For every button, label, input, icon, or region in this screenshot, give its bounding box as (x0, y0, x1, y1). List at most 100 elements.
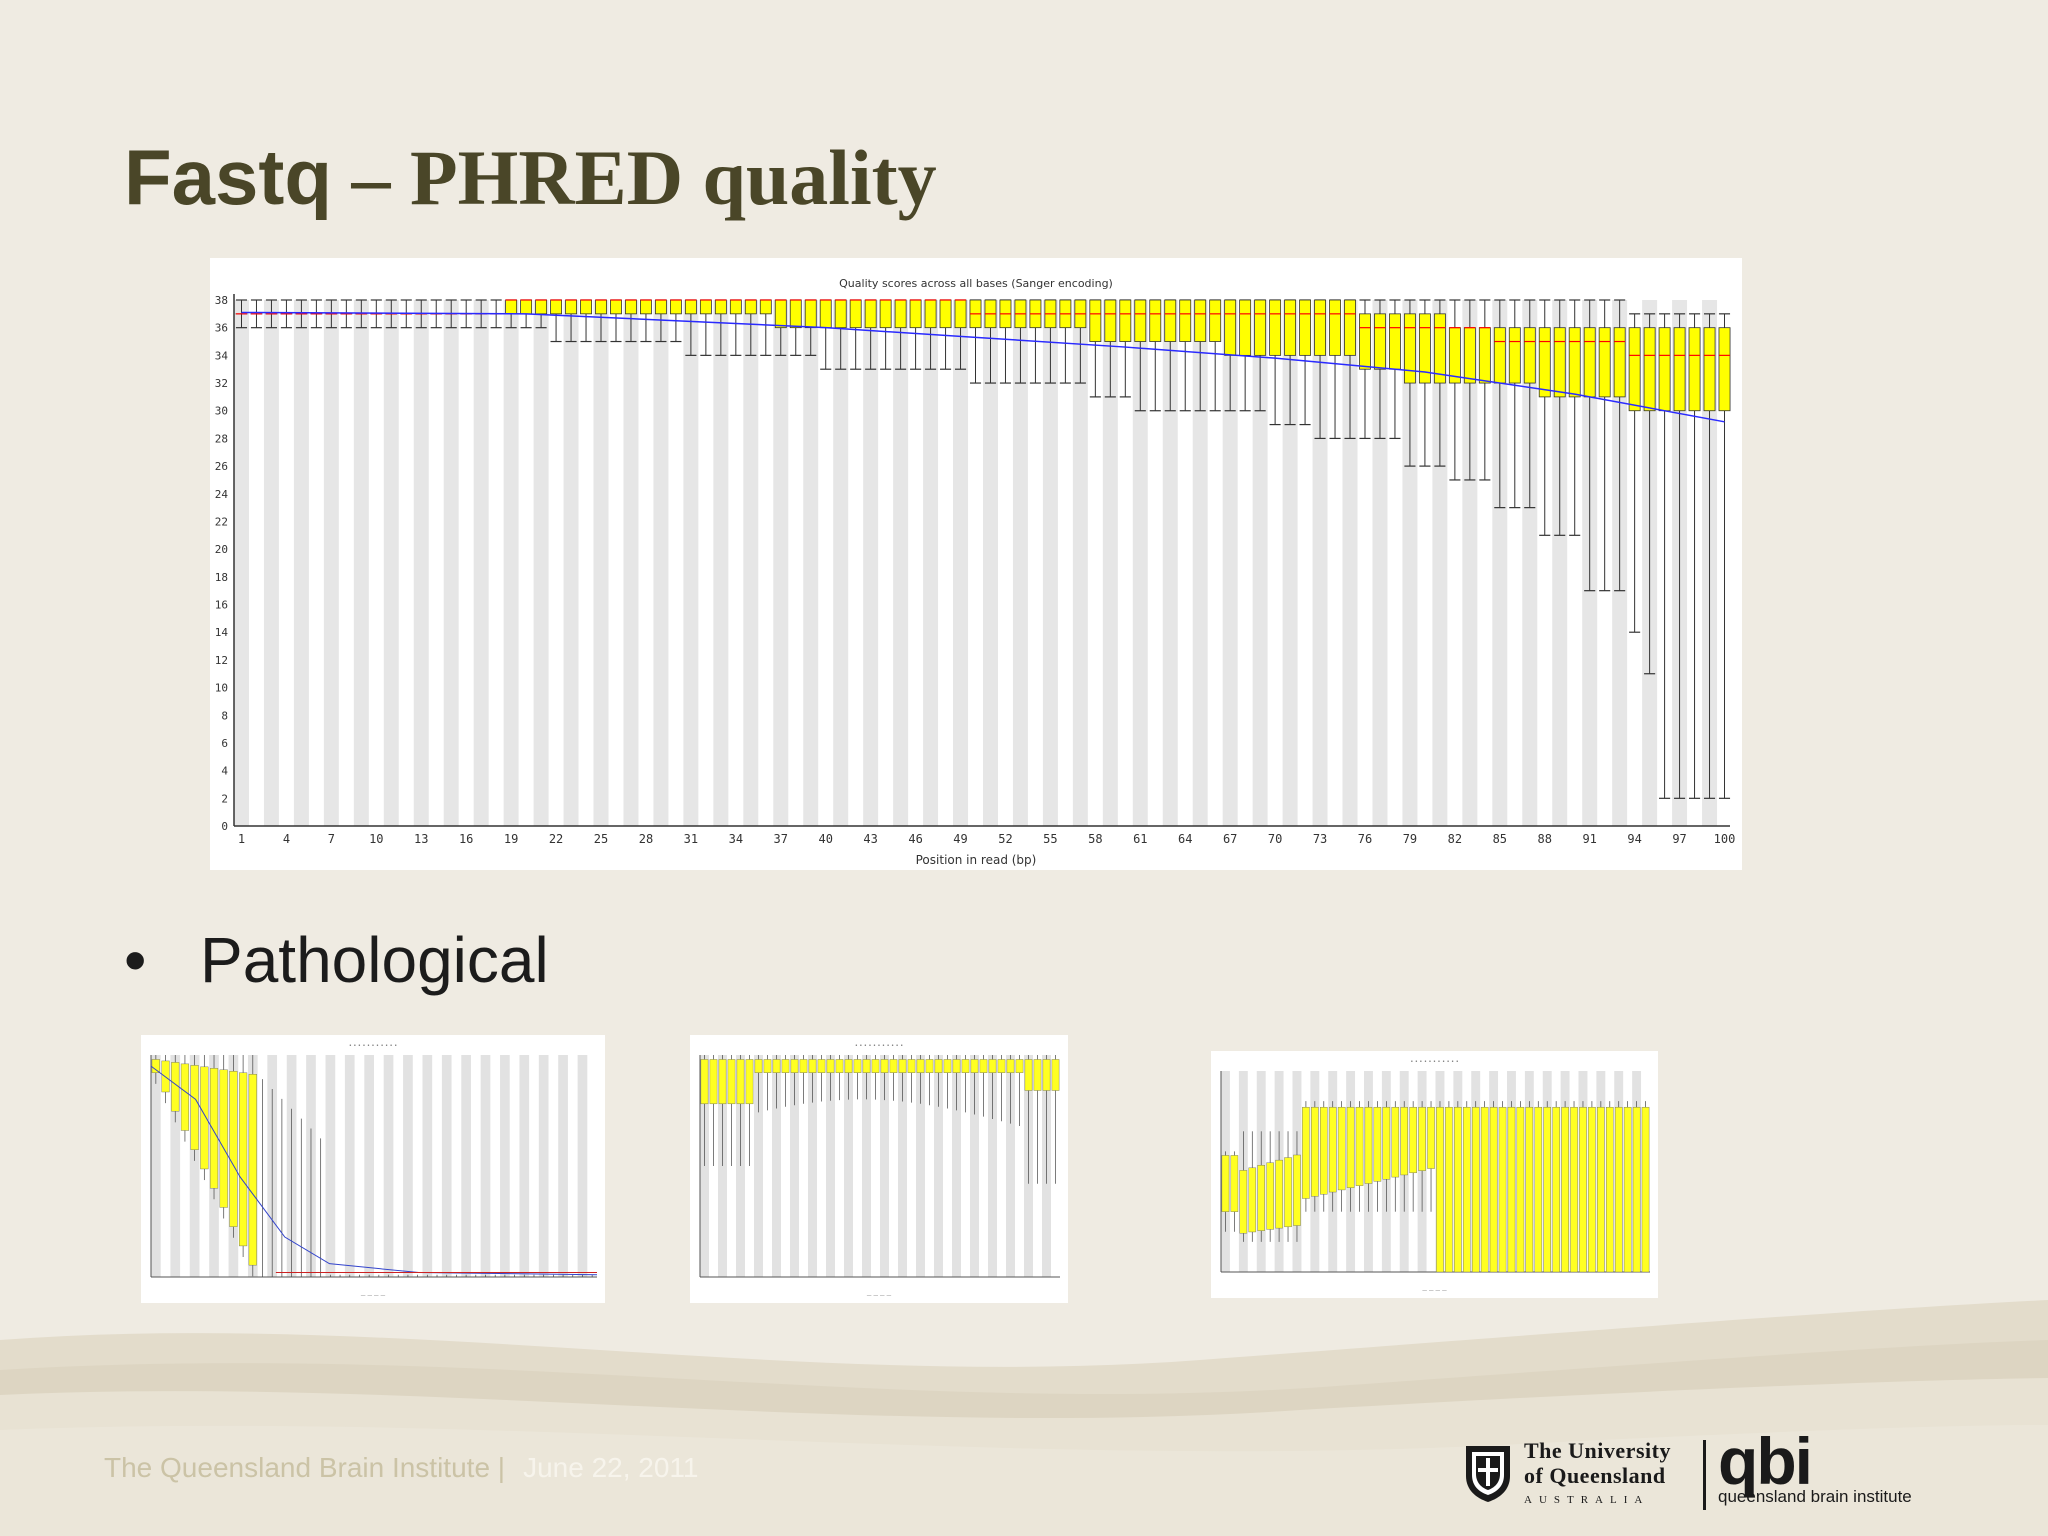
stripe (533, 300, 549, 826)
quality-box (1329, 299, 1341, 356)
quality-box (1543, 1106, 1551, 1273)
quality-box (1614, 1106, 1623, 1273)
quality-box (1579, 1106, 1587, 1273)
stripe (1552, 300, 1568, 826)
stripe (1402, 300, 1418, 826)
quality-box (834, 299, 847, 329)
quality-box (754, 1059, 763, 1073)
stripe (623, 300, 639, 826)
quality-box (1382, 1106, 1391, 1180)
stripe (988, 1055, 997, 1277)
stripe (772, 1055, 781, 1277)
y-tick-label: 32 (215, 377, 228, 390)
stripe (293, 300, 309, 826)
y-tick-label: 16 (215, 599, 228, 612)
y-tick-label: 8 (221, 709, 228, 722)
y-tick-label: 4 (221, 765, 228, 778)
quality-box (1641, 1106, 1650, 1273)
stripe (970, 1055, 979, 1277)
x-tick-label: 31 (684, 832, 698, 846)
quality-box (909, 299, 922, 329)
quality-box (1266, 1162, 1274, 1230)
y-tick-label: 30 (215, 405, 228, 418)
thumb-xlabel: — — — — (867, 1293, 892, 1299)
quality-box (781, 1059, 790, 1073)
stripe (1102, 300, 1118, 826)
quality-box (1561, 1106, 1569, 1273)
stripe (1342, 300, 1358, 826)
quality-box (817, 1059, 826, 1073)
y-tick-label: 14 (215, 626, 229, 639)
quality-box (1119, 299, 1132, 342)
quality-box (200, 1066, 209, 1170)
x-tick-label: 28 (639, 832, 653, 846)
quality-box (1433, 313, 1446, 384)
quality-box (925, 1059, 934, 1073)
quality-box (862, 1059, 871, 1073)
x-axis-label: Position in read (bp) (916, 853, 1037, 867)
quality-box (1632, 1106, 1641, 1273)
quality-box (1436, 1106, 1444, 1273)
stripe (898, 1055, 907, 1277)
stripe (151, 1055, 161, 1277)
stripe (323, 300, 339, 826)
quality-box (1042, 1059, 1051, 1091)
stripe (773, 300, 789, 826)
quality-box (1194, 299, 1207, 342)
quality-box (1489, 1106, 1498, 1273)
x-tick-label: 40 (818, 832, 832, 846)
stripe (189, 1055, 200, 1277)
thumbnail-plot-1: • • • • • • • • • • • — — — — (150, 1043, 598, 1299)
stripe (403, 1055, 413, 1277)
chart-title: Quality scores across all bases (Sanger … (839, 277, 1113, 290)
y-tick-label: 22 (215, 515, 228, 528)
stripe (1252, 300, 1268, 826)
stripe (353, 300, 369, 826)
quality-box (826, 1059, 835, 1073)
quality-box (1006, 1059, 1015, 1073)
stripe (1462, 300, 1478, 826)
x-tick-label: 43 (863, 832, 877, 846)
quality-box (745, 1059, 754, 1105)
stripe (1522, 300, 1538, 826)
quality-box (1598, 327, 1611, 398)
quality-box (1311, 1106, 1319, 1197)
y-tick-label: 2 (221, 792, 228, 805)
stripe (952, 1055, 961, 1277)
quality-box (774, 299, 787, 329)
quality-box (952, 1059, 961, 1073)
quality-box (1552, 1106, 1560, 1273)
quality-box (1149, 299, 1162, 342)
x-tick-label: 97 (1672, 832, 1686, 846)
quality-box (1239, 299, 1252, 356)
thumb-title: • • • • • • • • • • • (349, 1043, 397, 1049)
quality-box (844, 1059, 853, 1073)
stripe (1312, 300, 1328, 826)
stripe (1282, 300, 1298, 826)
quality-box (772, 1059, 781, 1073)
stripe (923, 300, 939, 826)
quality-box (1374, 313, 1386, 370)
quality-box (1015, 1059, 1024, 1073)
y-tick-label: 10 (215, 682, 228, 695)
quality-box (565, 299, 577, 315)
quality-box (808, 1059, 817, 1073)
quality-box (943, 1059, 952, 1073)
quality-box (1359, 313, 1371, 370)
uq-line-2: of Queensland (1524, 1463, 1666, 1488)
stripe (893, 300, 909, 826)
x-tick-label: 70 (1268, 832, 1282, 846)
x-tick-label: 34 (729, 832, 743, 846)
quality-box (1508, 327, 1521, 384)
stripe (983, 300, 998, 826)
stripe (234, 300, 249, 826)
quality-box (729, 299, 742, 315)
quality-box (916, 1059, 925, 1073)
slide-title: Fastq – PHRED quality (124, 138, 937, 217)
qbi-logo: qbi queensland brain institute (1718, 1428, 1912, 1507)
quality-box (1364, 1106, 1373, 1184)
quality-box (1248, 1167, 1257, 1233)
stripe (934, 1055, 943, 1277)
quality-box (1493, 327, 1506, 384)
